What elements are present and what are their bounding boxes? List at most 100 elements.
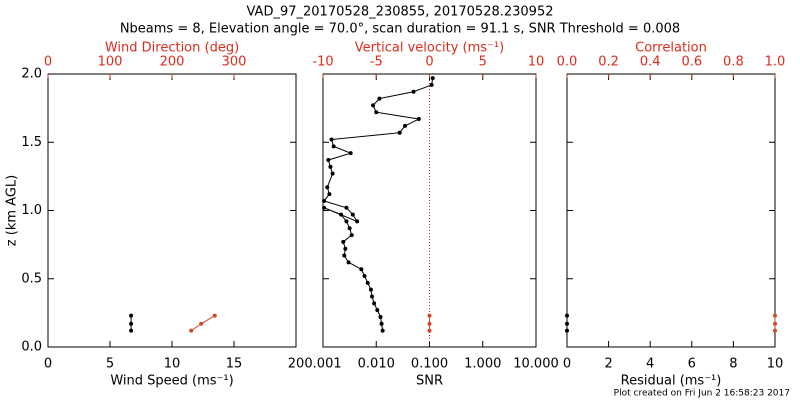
- data-point: [328, 164, 333, 169]
- data-point: [773, 328, 777, 333]
- y-tick-label: 1.5: [21, 135, 42, 150]
- x-tick-label: 2: [604, 357, 612, 372]
- footer: Plot created on Fri Jun 2 16:58:23 2017: [614, 389, 790, 399]
- x2-tick-label: 0: [425, 55, 433, 70]
- x2-tick-label: 0.2: [598, 55, 619, 70]
- chart-subtitle: Nbeams = 8, Elevation angle = 70.0°, sca…: [120, 22, 680, 37]
- x2-tick-label: -5: [370, 55, 383, 70]
- data-point: [365, 280, 370, 285]
- data-point: [379, 321, 384, 326]
- data-point: [344, 219, 349, 224]
- x2-tick-label: 10: [528, 55, 545, 70]
- data-point: [565, 313, 569, 318]
- data-point: [326, 157, 331, 162]
- y-tick-label: 2.0: [21, 67, 42, 82]
- x2-tick-label: 0.0: [557, 55, 578, 70]
- x2-axis-title: Vertical velocity (ms⁻¹): [355, 41, 504, 56]
- data-point: [331, 144, 336, 149]
- data-point: [348, 151, 353, 156]
- data-point: [429, 82, 434, 87]
- data-point: [375, 308, 380, 313]
- data-point: [427, 321, 432, 326]
- x2-tick-label: 0.6: [681, 55, 702, 70]
- y-tick-label: 1.0: [21, 203, 42, 218]
- plot-frame: [322, 73, 537, 348]
- x2-axis-title: Wind Direction (deg): [105, 41, 239, 56]
- data-point: [773, 313, 777, 318]
- data-point: [359, 267, 364, 272]
- data-point: [380, 328, 385, 333]
- data-point: [349, 233, 354, 238]
- data-point: [397, 130, 402, 135]
- data-point: [329, 137, 334, 142]
- data-point: [372, 301, 377, 306]
- data-point: [427, 328, 432, 333]
- x-tick-label: 15: [226, 357, 243, 372]
- data-point: [427, 313, 432, 318]
- data-point: [565, 328, 569, 333]
- data-point: [371, 103, 376, 108]
- x-tick-label: 10: [164, 357, 181, 372]
- data-point: [341, 239, 346, 244]
- data-point: [212, 313, 217, 318]
- x-tick-label: 20: [288, 357, 305, 372]
- data-point: [368, 287, 373, 292]
- data-point: [129, 328, 134, 333]
- data-point: [199, 321, 204, 326]
- data-point: [374, 110, 379, 115]
- profile-line: [323, 78, 434, 331]
- x-tick-label: 4: [646, 357, 654, 372]
- x-tick-label: 0.010: [358, 357, 395, 372]
- x-axis-title: Wind Speed (ms⁻¹): [110, 374, 233, 389]
- x2-tick-label: 0.8: [723, 55, 744, 70]
- data-point: [350, 212, 355, 217]
- data-point: [327, 192, 332, 197]
- x2-tick-label: 100: [98, 55, 123, 70]
- data-point: [411, 89, 416, 94]
- data-point: [325, 185, 330, 190]
- data-point: [347, 226, 352, 231]
- x-tick-label: 0.001: [304, 357, 341, 372]
- x2-tick-label: 0.4: [640, 55, 661, 70]
- x-tick-label: 0.100: [411, 357, 448, 372]
- data-point: [344, 205, 349, 210]
- y-axis-title: z (km AGL): [5, 175, 20, 246]
- data-point: [339, 212, 344, 217]
- x2-tick-label: 1.0: [765, 55, 786, 70]
- data-point: [355, 219, 360, 224]
- x-axis-title: Residual (ms⁻¹): [621, 374, 722, 389]
- data-point: [378, 314, 383, 319]
- data-point: [362, 274, 367, 279]
- plot-frame: [47, 73, 297, 348]
- plot-frame: [566, 73, 776, 348]
- data-point: [403, 123, 408, 128]
- data-point: [322, 198, 327, 203]
- x-tick-label: 5: [106, 357, 114, 372]
- chart-title: VAD_97_20170528_230855, 20170528.230952: [247, 5, 554, 20]
- x-tick-label: 6: [688, 357, 696, 372]
- data-point: [416, 117, 421, 122]
- data-point: [330, 171, 335, 176]
- y-tick-label: 0.5: [21, 271, 42, 286]
- data-point: [189, 328, 194, 333]
- data-point: [377, 96, 382, 101]
- x2-tick-label: 0: [44, 55, 52, 70]
- x-tick-label: 1.000: [464, 357, 501, 372]
- data-point: [343, 246, 348, 251]
- x2-tick-label: -10: [312, 55, 333, 70]
- x-tick-label: 10: [767, 357, 784, 372]
- data-point: [430, 76, 435, 81]
- x-tick-label: 10.000: [513, 357, 559, 372]
- data-point: [129, 313, 134, 318]
- x2-tick-label: 200: [160, 55, 185, 70]
- x-tick-label: 0: [44, 357, 52, 372]
- x-tick-label: 8: [729, 357, 737, 372]
- data-point: [565, 321, 569, 326]
- x2-axis-title: Correlation: [635, 41, 707, 56]
- data-point: [369, 294, 374, 299]
- y-tick-label: 0.0: [21, 340, 42, 355]
- x-tick-label: 0: [563, 357, 571, 372]
- data-point: [129, 321, 134, 326]
- x2-tick-label: 5: [479, 55, 487, 70]
